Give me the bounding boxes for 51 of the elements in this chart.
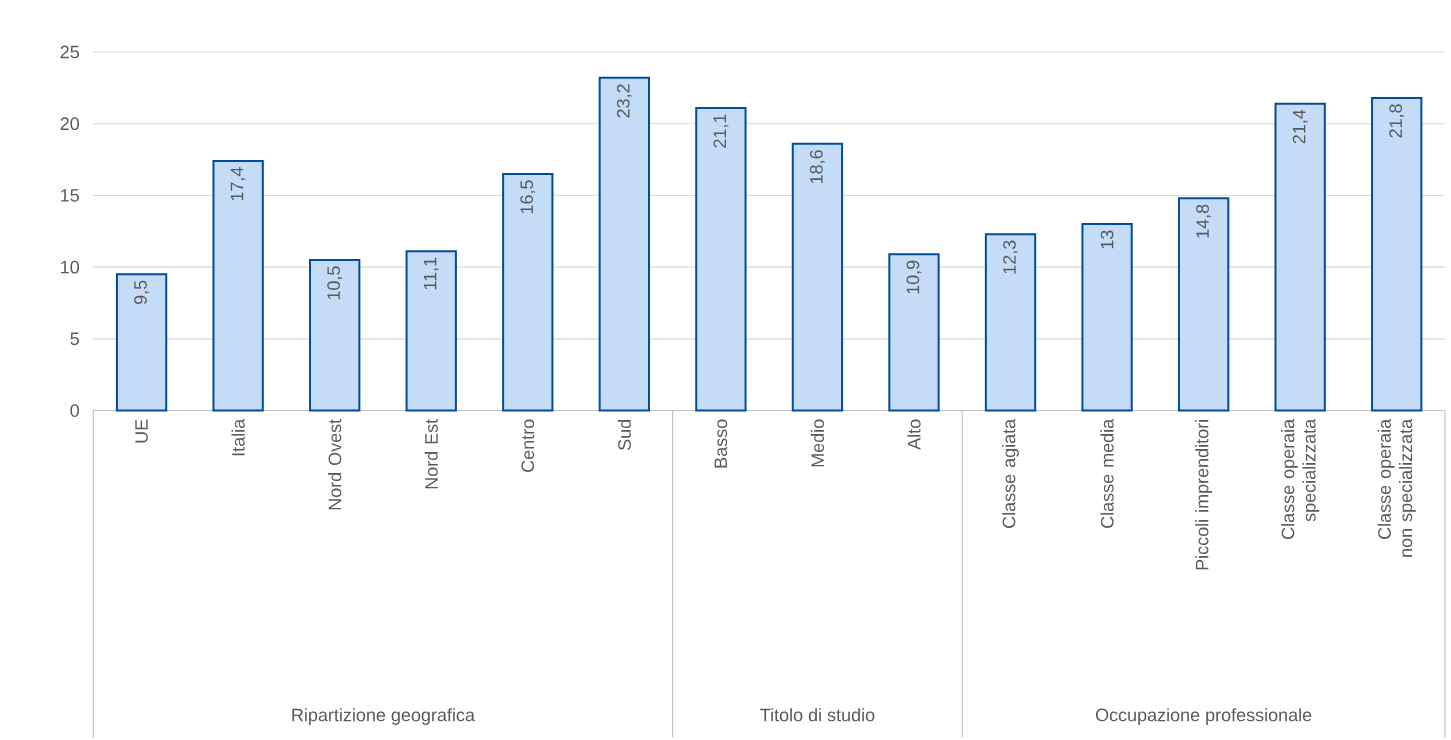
data-label: 10,9 (906, 260, 922, 294)
x-tick-label: Centro (521, 419, 535, 473)
data-label: 17,4 (230, 167, 246, 201)
bar (791, 142, 844, 412)
y-tick-label: 10 (61, 260, 80, 274)
bar (1371, 96, 1423, 412)
data-label: 16,5 (520, 180, 536, 214)
data-label: 18,6 (810, 150, 825, 184)
x-tick-label: Alto (907, 419, 921, 450)
y-tick-label: 20 (60, 117, 80, 131)
bar (984, 233, 1037, 412)
data-label: 12,3 (1003, 240, 1018, 274)
bar (212, 160, 264, 412)
text: Ripartizione geografica (292, 708, 475, 725)
data-label: 10,5 (327, 266, 343, 300)
bar (598, 76, 650, 412)
x-tick-label: Classe operaia non specializzata (1377, 418, 1416, 557)
data-label: 21,4 (1292, 109, 1308, 144)
data-label: 23,2 (616, 84, 632, 118)
x-tick-label: Classe agiata (1002, 418, 1019, 529)
x-tick-label: Piccoli imprenditori (1195, 420, 1213, 570)
x-tick-label: Classe operaia specializzata (1281, 418, 1320, 540)
bar (1081, 223, 1133, 412)
x-tick-label: Italia (231, 418, 245, 456)
y-tick-label: 5 (70, 332, 79, 346)
data-label: 21,1 (713, 114, 729, 148)
x-tick-label: Nord Ovest (328, 419, 342, 510)
x-tick-label: Basso (714, 419, 728, 468)
data-label: 14,8 (1196, 204, 1212, 238)
bar (405, 250, 457, 412)
x-tick-label: Nord Est (424, 419, 438, 489)
y-tick-label: 15 (61, 189, 79, 202)
text: Titolo di studio (760, 708, 875, 722)
data-label: 21,8 (1389, 104, 1405, 138)
bar (888, 253, 940, 412)
y-tick-label: 0 (70, 404, 80, 418)
data-label: 11,1 (423, 257, 439, 290)
text: Occupazione professionale (1095, 708, 1312, 725)
x-tick-label: Sud (617, 420, 631, 451)
data-label: 9,5 (134, 280, 150, 305)
x-tick-label: Medio (810, 419, 825, 467)
bar (115, 273, 168, 412)
bar (1177, 197, 1230, 412)
y-tick-label: 25 (60, 45, 79, 59)
x-tick-label: Classe media (1100, 418, 1114, 529)
bar (502, 172, 554, 412)
x-tick-label: UE (135, 419, 148, 443)
bar (1274, 102, 1326, 412)
bar (309, 259, 361, 412)
bar (695, 107, 747, 412)
data-label: 13 (1100, 230, 1114, 249)
